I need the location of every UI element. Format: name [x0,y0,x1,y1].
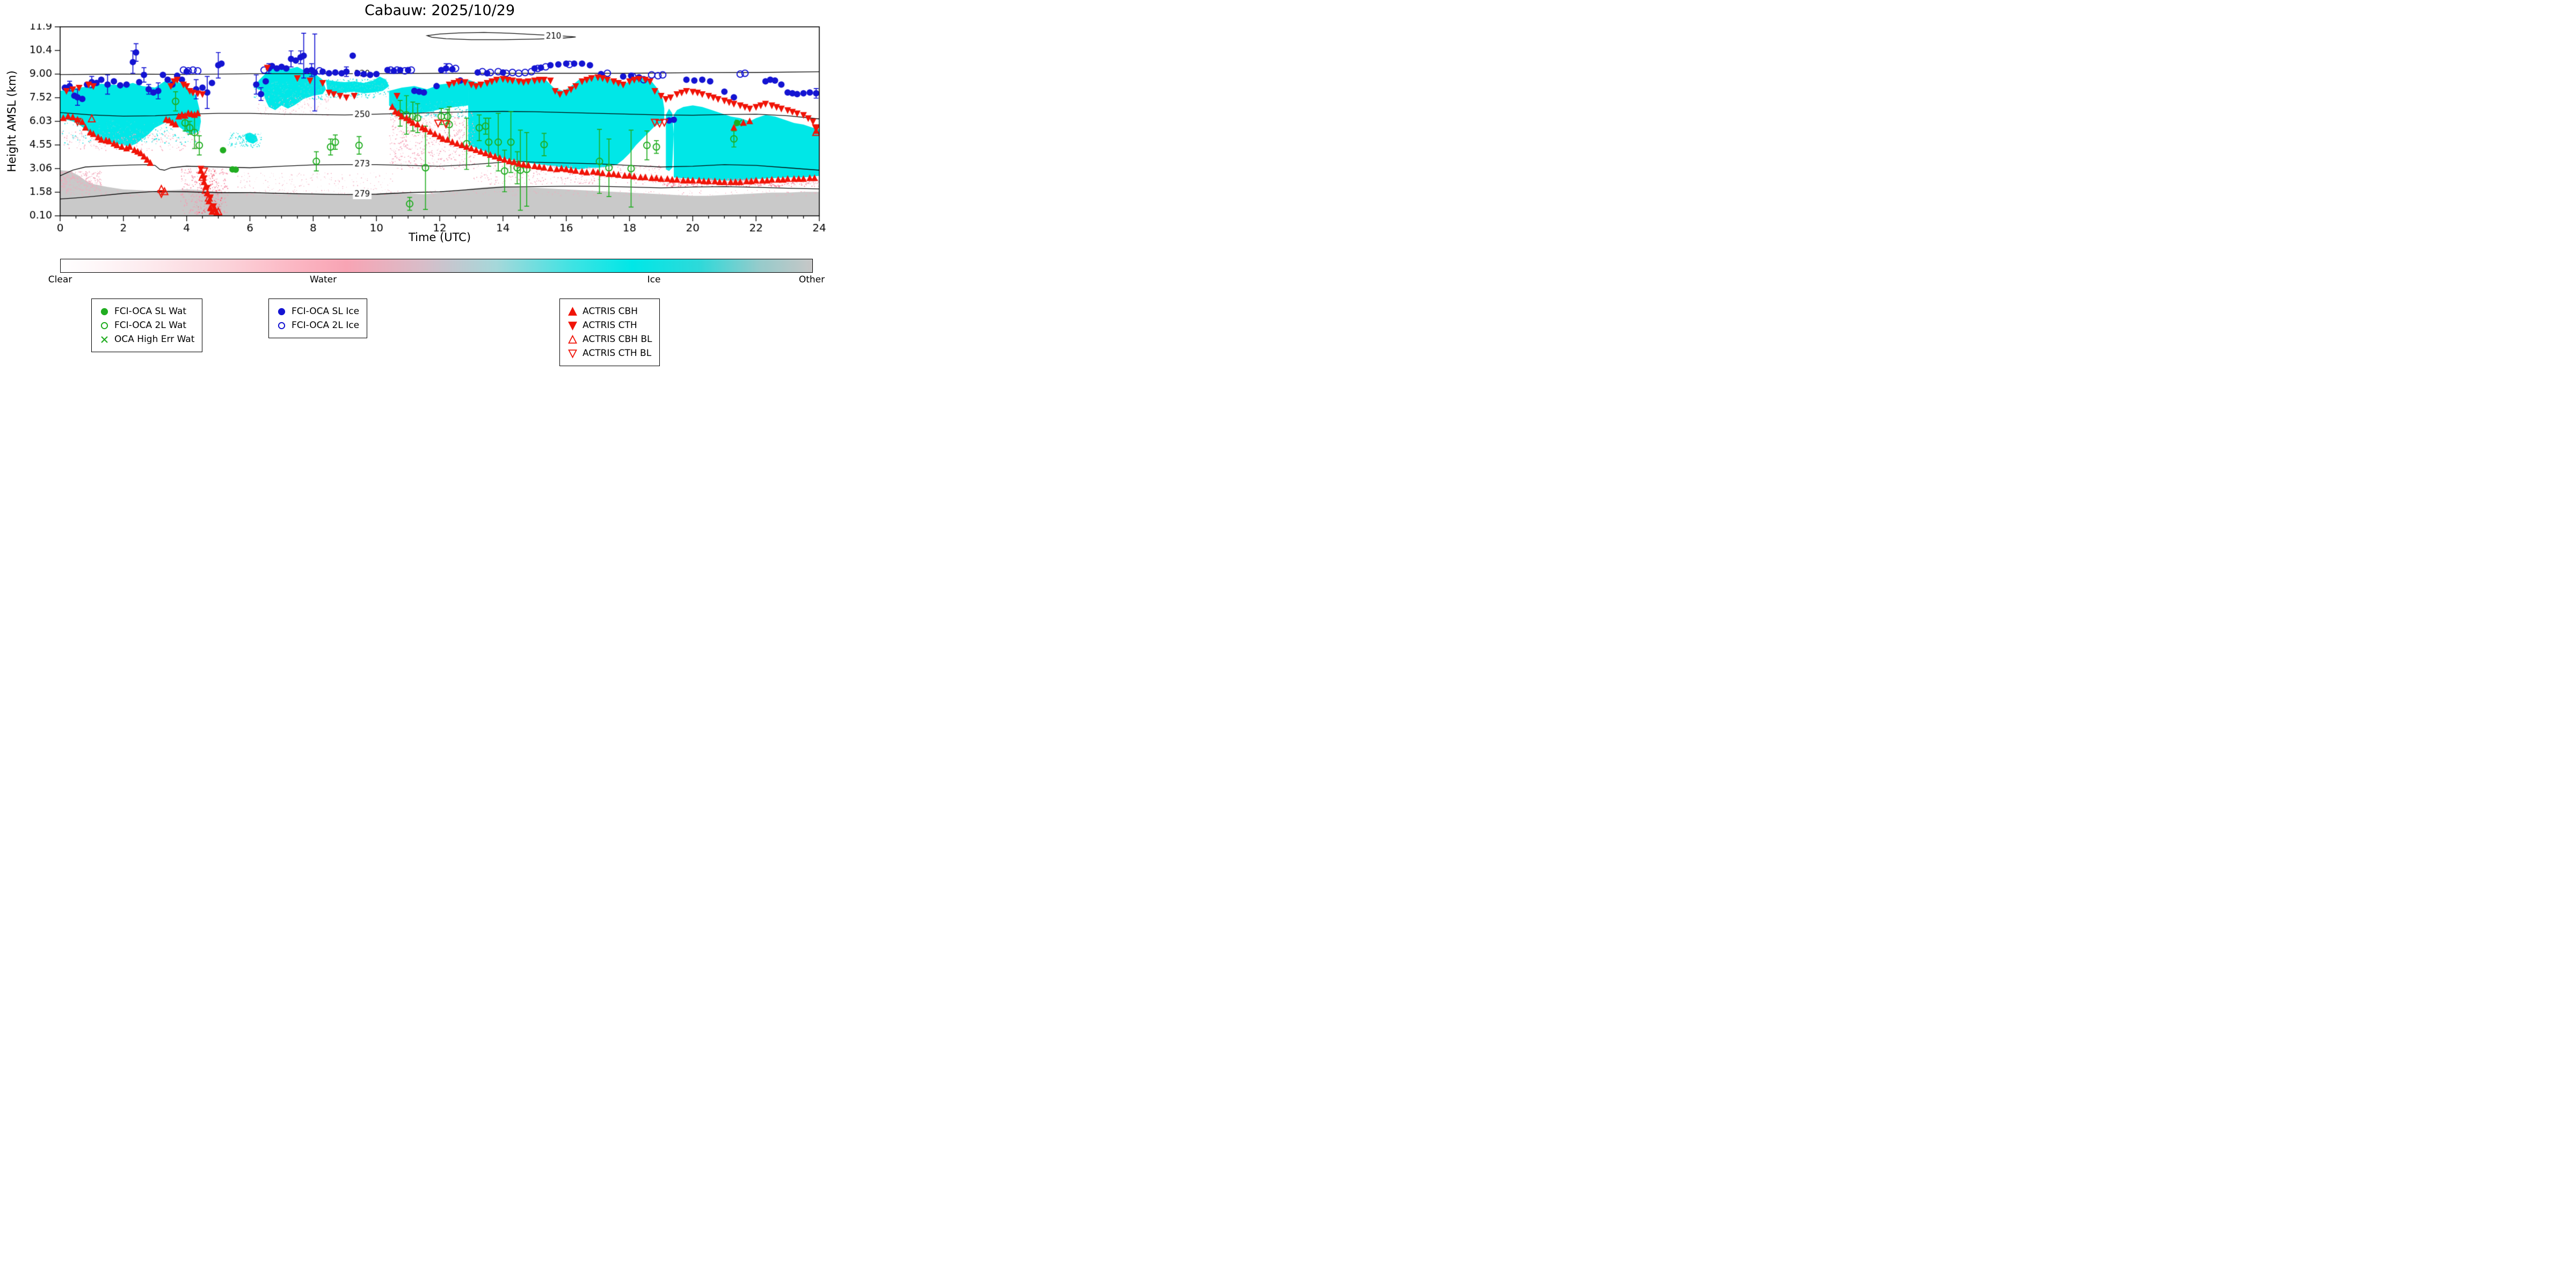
legend-label: ACTRIS CBH BL [583,334,652,345]
filled-circle-icon [278,308,286,315]
legend-item-actris-cth: ACTRIS CTH [567,320,652,331]
filled-triangle-down-icon [568,321,577,330]
open-triangle-down-icon [568,349,577,358]
colorbar-label-other: Other [798,274,825,285]
legend-item-fci-oca-2l-ice: FCI-OCA 2L Ice [276,320,359,331]
colorbar-labels: Clear Water Ice Other [48,274,825,286]
legend-item-fci-oca-sl-ice: FCI-OCA SL Ice [276,306,359,317]
legend-item-fci-oca-2l-wat: FCI-OCA 2L Wat [99,320,194,331]
legend-item-oca-high-err-wat: OCA High Err Wat [99,334,194,345]
page: Cabauw: 2025/10/29 Height AMSL (km) Time… [0,0,859,430]
legend-label: ACTRIS CBH [583,306,638,317]
legend-label: FCI-OCA 2L Wat [114,320,187,331]
plot-canvas [0,24,859,249]
colorbar-label-ice: Ice [647,274,661,285]
legend-box-water: FCI-OCA SL Wat FCI-OCA 2L Wat OCA High Err… [91,299,203,352]
legend-label: ACTRIS CTH [583,320,637,331]
colorbar-gradient [60,259,813,273]
x-axis-label: Time (UTC) [408,231,471,244]
legend-box-actris: ACTRIS CBH ACTRIS CTH ACTRIS CBH BL ACTRIS … [559,299,660,366]
open-circle-icon [278,322,286,329]
legend-item-fci-oca-sl-wat: FCI-OCA SL Wat [99,306,194,317]
legend-box-ice: FCI-OCA SL Ice FCI-OCA 2L Ice [268,299,368,338]
colorbar-label-clear: Clear [48,274,72,285]
chart-title: Cabauw: 2025/10/29 [364,2,515,19]
filled-triangle-up-icon [568,307,577,316]
x-cross-icon [101,336,108,343]
open-circle-icon [100,322,108,329]
legend-label: FCI-OCA SL Wat [114,306,187,317]
legend-label: FCI-OCA 2L Ice [292,320,360,331]
legend-label: ACTRIS CTH BL [583,348,652,359]
legend-label: FCI-OCA SL Ice [292,306,360,317]
legend-item-actris-cbh-bl: ACTRIS CBH BL [567,334,652,345]
legend-item-actris-cth-bl: ACTRIS CTH BL [567,348,652,359]
legend-label: OCA High Err Wat [114,334,195,345]
colorbar-label-water: Water [309,274,337,285]
filled-circle-icon [100,308,108,315]
legend-item-actris-cbh: ACTRIS CBH [567,306,652,317]
open-triangle-up-icon [568,334,577,344]
